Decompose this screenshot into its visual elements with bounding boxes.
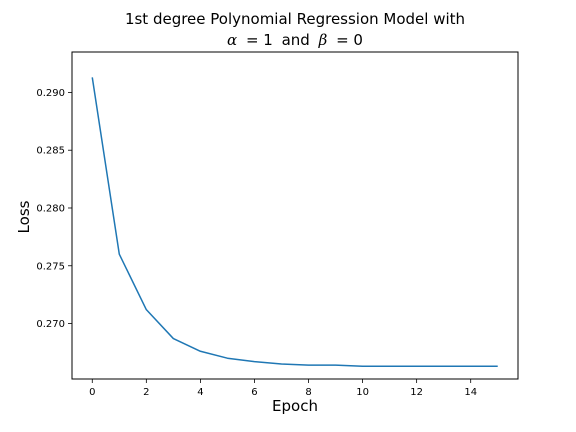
y-tick-label: 0.285 [36, 146, 65, 157]
x-tick-label: 8 [305, 387, 311, 398]
plot-area [71, 51, 519, 380]
plot-frame [71, 51, 519, 380]
y-tick-label: 0.270 [36, 319, 65, 330]
beta-value: = 0 [336, 31, 363, 49]
chart-title-line-2: α = 1 and β = 0 [227, 31, 363, 49]
chart-title-line-1: 1st degree Polynomial Regression Model w… [125, 10, 465, 28]
y-tick-label: 0.280 [36, 203, 65, 214]
loss-series-line [91, 77, 498, 368]
x-tick-label: 12 [410, 387, 423, 398]
x-tick-label: 10 [356, 387, 369, 398]
y-tick-label: 0.290 [36, 88, 65, 99]
alpha-symbol: α [227, 31, 237, 49]
title-conjunction: and [282, 31, 310, 49]
y-tick-label: 0.275 [36, 261, 65, 272]
alpha-value: = 1 [246, 31, 273, 49]
x-tick-label: 0 [89, 387, 95, 398]
series-layer [91, 77, 498, 368]
y-axis-ticks: 0.270 0.275 0.280 0.285 0.290 [36, 88, 72, 330]
beta-symbol: β [318, 31, 328, 49]
x-tick-label: 6 [251, 387, 257, 398]
x-tick-label: 14 [464, 387, 477, 398]
x-tick-label: 2 [143, 387, 149, 398]
x-tick-label: 4 [197, 387, 203, 398]
x-axis-ticks: 0 2 4 6 8 10 12 14 [89, 379, 477, 398]
y-axis-label: Loss [15, 200, 33, 233]
x-axis-label: Epoch [272, 397, 318, 415]
